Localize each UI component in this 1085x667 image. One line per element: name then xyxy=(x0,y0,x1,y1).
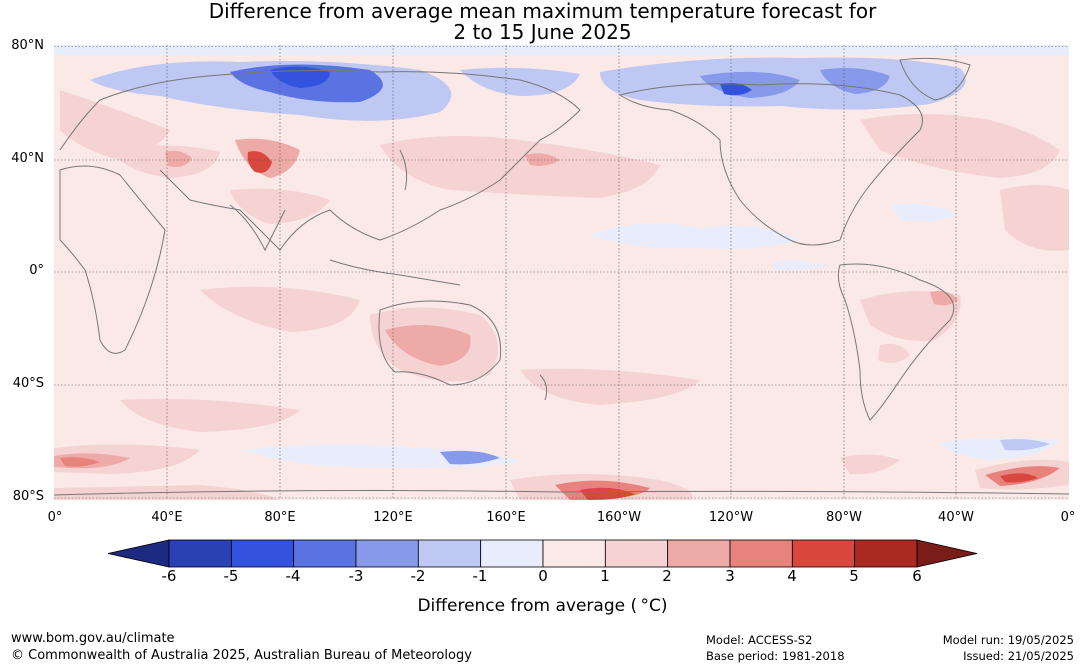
colorbar-tick: -3 xyxy=(348,567,364,585)
lon-label-40e: 40°E xyxy=(151,510,183,525)
colorbar-segment xyxy=(729,539,793,568)
lon-label-160e: 160°E xyxy=(486,510,526,525)
colorbar-segment xyxy=(854,539,918,568)
footer-model: Model: ACCESS-S2 xyxy=(706,633,813,647)
colorbar-extend-low xyxy=(107,539,170,568)
lon-label-120e: 120°E xyxy=(373,510,413,525)
colorbar-tick: -1 xyxy=(472,567,488,585)
colorbar-tick: -5 xyxy=(223,567,239,585)
colorbar-tick: 2 xyxy=(662,567,672,585)
lon-label-0: 0° xyxy=(47,510,63,525)
colorbar-tick: 0 xyxy=(538,567,548,585)
lon-label-0-right: 0° xyxy=(1060,510,1076,525)
colorbar-tick: 6 xyxy=(912,567,922,585)
colorbar-segment xyxy=(293,539,357,568)
colorbar-segment xyxy=(480,539,544,568)
map-title-line2: 2 to 15 June 2025 xyxy=(453,20,632,44)
colorbar-segment xyxy=(791,539,856,568)
lat-label-40s: 40°S xyxy=(12,376,44,391)
lon-label-40w: 40°W xyxy=(938,510,974,525)
colorbar-segment xyxy=(604,539,669,568)
map-title-line1: Difference from average mean maximum tem… xyxy=(208,0,877,23)
colorbar-segment xyxy=(542,539,606,568)
lat-label-0: 0° xyxy=(29,263,44,278)
colorbar-extend-high xyxy=(916,539,978,568)
lat-label-40n: 40°N xyxy=(11,151,44,166)
colorbar-segment xyxy=(230,539,295,568)
colorbar-segment xyxy=(667,539,731,568)
colorbar-tick: 5 xyxy=(849,567,859,585)
colorbar-tick: -6 xyxy=(161,567,177,585)
lon-label-160w: 160°W xyxy=(596,510,642,525)
footer-base-period: Base period: 1981-2018 xyxy=(706,649,845,663)
lat-label-80s: 80°S xyxy=(12,489,44,504)
footer-issued: Issued: 21/05/2025 xyxy=(963,649,1074,663)
footer-model-run: Model run: 19/05/2025 xyxy=(942,633,1074,647)
colorbar-label: Difference from average ( °C) xyxy=(417,596,668,616)
lon-label-120w: 120°W xyxy=(708,510,754,525)
coastlines xyxy=(54,57,1069,496)
footer-website: www.bom.gov.au/climate xyxy=(11,631,175,646)
lon-label-80e: 80°E xyxy=(264,510,296,525)
colorbar-segment xyxy=(417,539,482,568)
lon-label-80w: 80°W xyxy=(826,510,862,525)
colorbar-tick: -4 xyxy=(285,567,301,585)
footer-copyright: © Commonwealth of Australia 2025, Austra… xyxy=(11,648,472,663)
colorbar-tick: 3 xyxy=(725,567,735,585)
lat-label-80n: 80°N xyxy=(11,38,44,53)
colorbar-segment xyxy=(355,539,419,568)
colorbar-tick: -2 xyxy=(410,567,426,585)
colorbar-tick: 1 xyxy=(600,567,610,585)
colorbar-tick: 4 xyxy=(787,567,797,585)
graticule xyxy=(54,45,1069,500)
colorbar-segment xyxy=(168,539,232,568)
